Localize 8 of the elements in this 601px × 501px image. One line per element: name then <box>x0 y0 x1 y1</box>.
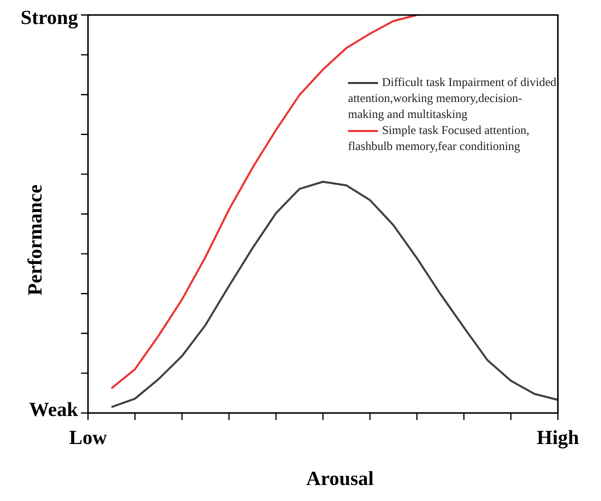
x-tick-label: Low <box>69 427 108 450</box>
text: Strong <box>20 7 78 30</box>
text: Weak <box>28 399 78 422</box>
legend-label: Simple task Focused attention, flashbulb memory,fear conditioning <box>348 123 530 153</box>
x-axis-title: Arousal <box>305 468 375 491</box>
legend-label: Difficult task Impairment of divided attention,working memory,decision-making and multitasking <box>348 75 556 121</box>
x-tick-label: High <box>536 427 580 450</box>
y-axis-title: Performance <box>24 184 48 296</box>
